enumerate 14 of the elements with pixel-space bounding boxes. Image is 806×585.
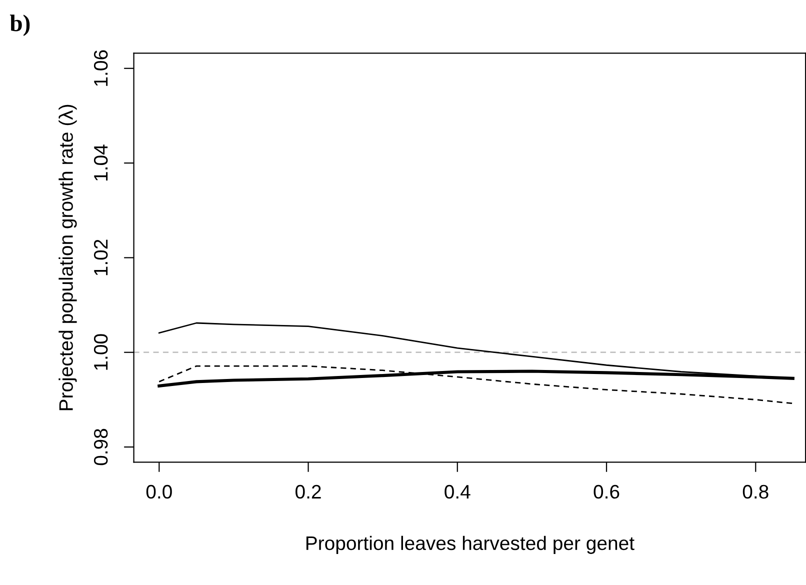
x-axis-title: Proportion leaves harvested per genet bbox=[306, 536, 634, 554]
y-axis-title: Projected population growth rate (λ) bbox=[58, 104, 77, 410]
y-tick-label: 1.02 bbox=[94, 240, 108, 276]
y-tick-label: 0.98 bbox=[94, 428, 108, 466]
chart-title: b) bbox=[10, 14, 30, 36]
x-tick-label: 0.4 bbox=[444, 484, 470, 499]
line-series bbox=[158, 365, 794, 404]
x-tick-label: 0.6 bbox=[594, 484, 620, 499]
x-tick-label: 0.8 bbox=[742, 484, 768, 499]
y-tick-label: 1.04 bbox=[94, 144, 108, 180]
x-tick-label: 0.2 bbox=[296, 484, 321, 499]
y-tick-label: 1.00 bbox=[94, 334, 108, 370]
x-tick-label: 0.0 bbox=[146, 484, 172, 499]
y-tick-label: 1.06 bbox=[94, 50, 108, 86]
